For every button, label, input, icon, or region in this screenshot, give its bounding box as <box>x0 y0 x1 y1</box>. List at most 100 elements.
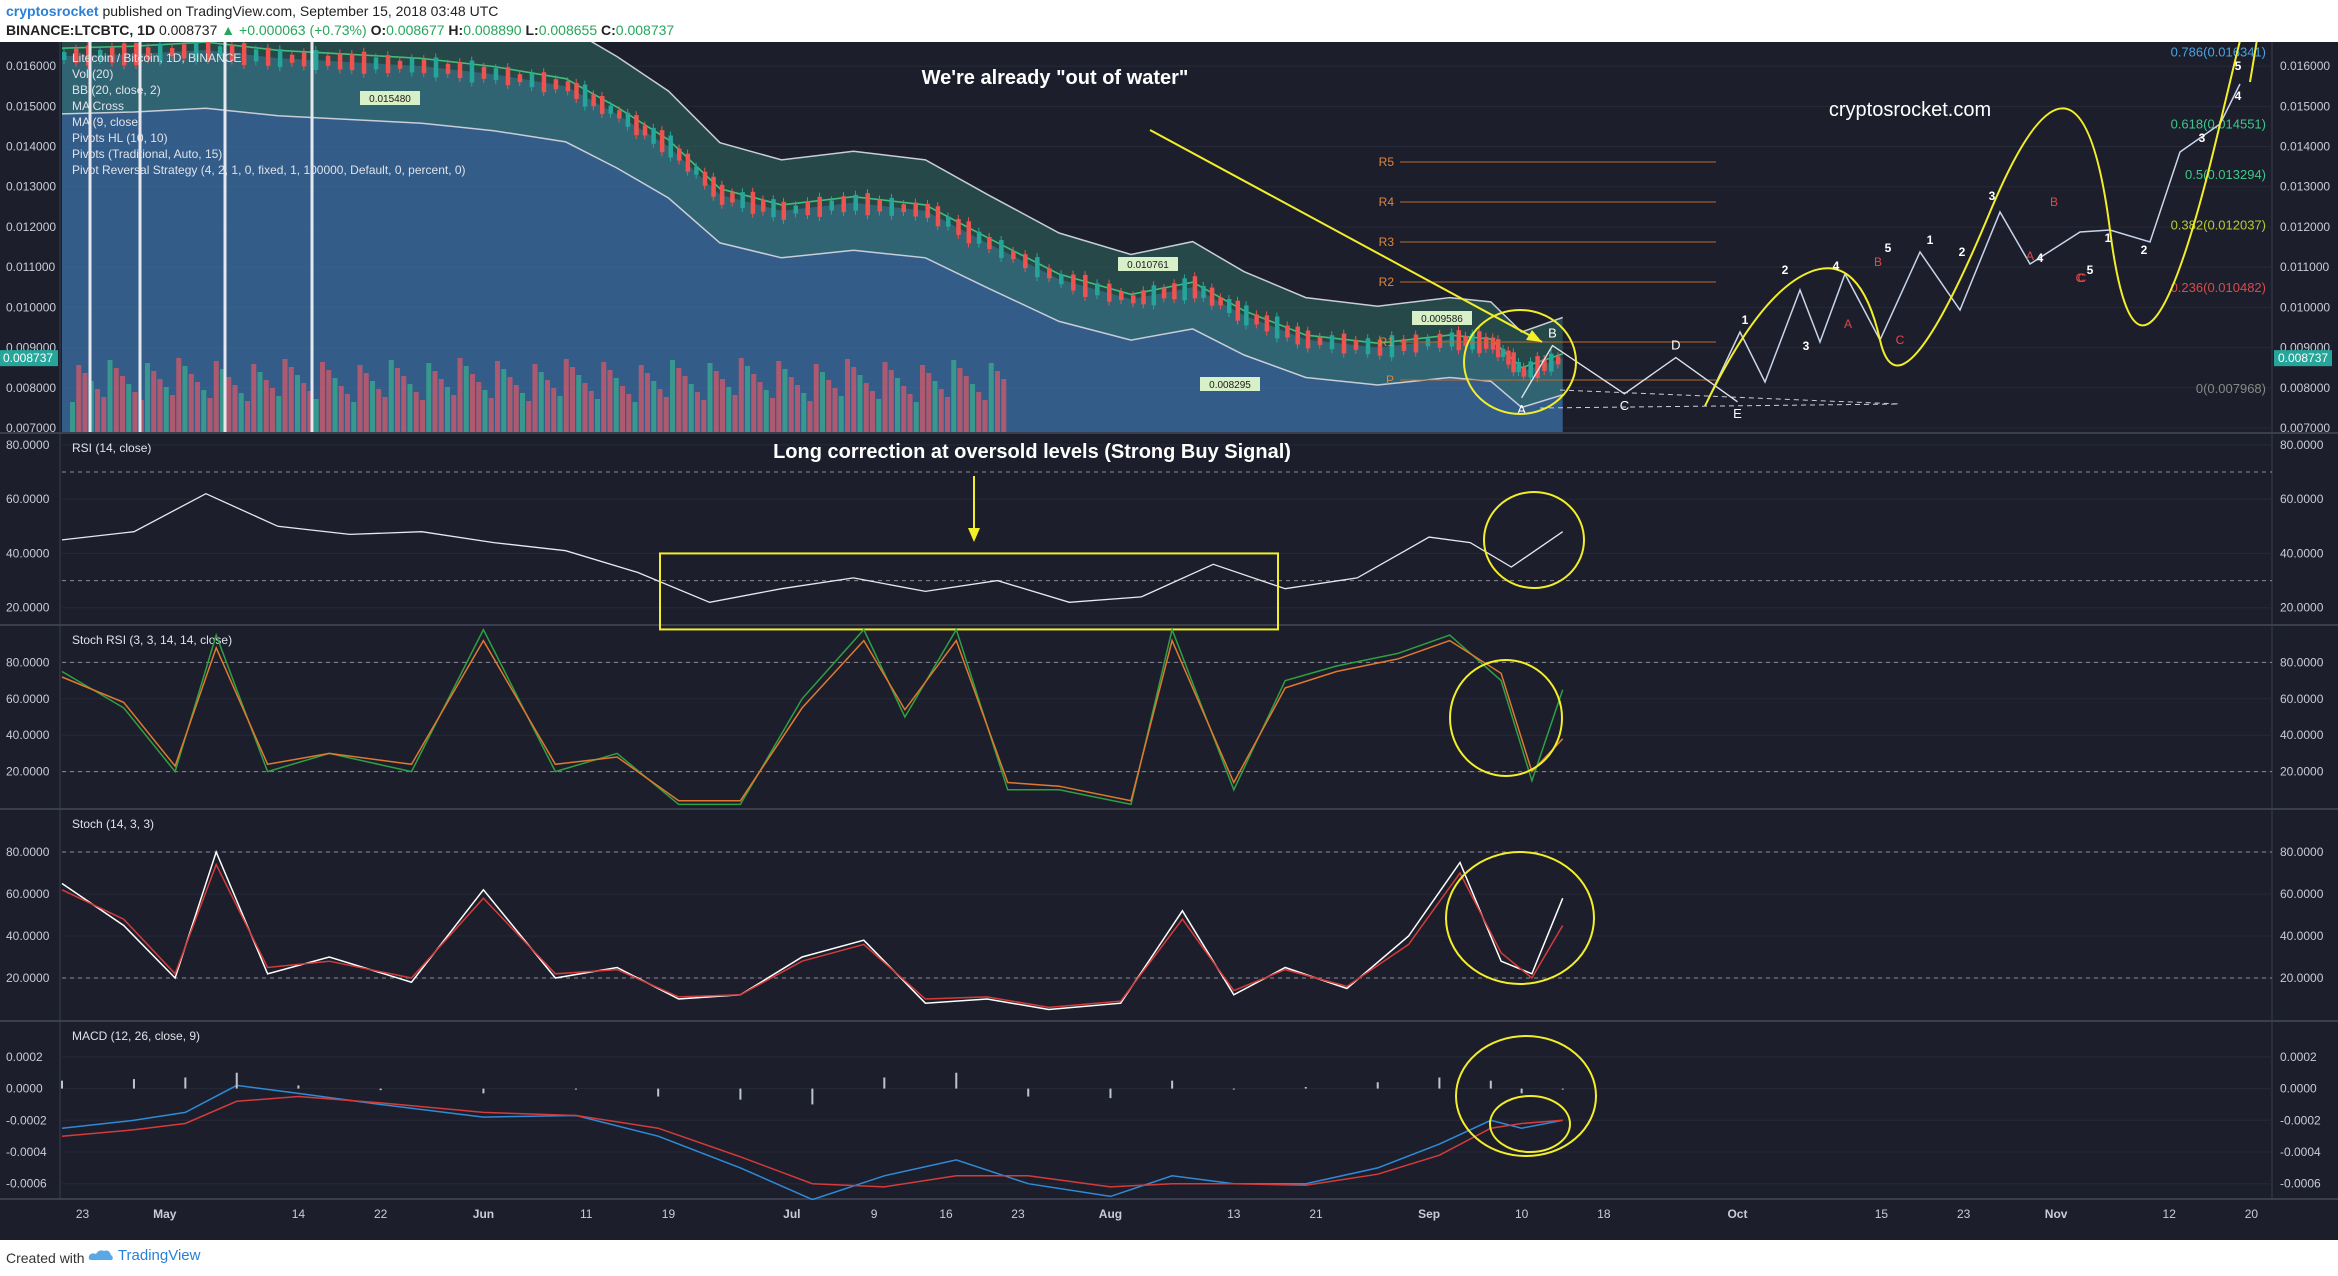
candle-body <box>841 196 846 213</box>
candle-body <box>385 55 391 74</box>
candle-body <box>445 63 451 74</box>
wave-label: B <box>1548 326 1557 341</box>
volume-bar <box>76 365 82 432</box>
close-value: 0.008737 <box>615 22 675 38</box>
candle-body <box>1274 316 1280 339</box>
candle-body <box>1542 358 1547 371</box>
y-tick-label-left: 40.0000 <box>6 929 50 943</box>
candle-body <box>1528 361 1533 378</box>
y-tick-label-right: 20.0000 <box>2280 765 2324 779</box>
candle-body <box>668 135 673 158</box>
y-tick-label-left: 20.0000 <box>6 971 50 985</box>
volume-bar <box>913 402 919 432</box>
wave-letter-label: C <box>2078 271 2087 285</box>
y-tick-label-left: 20.0000 <box>6 765 50 779</box>
price-label-text: 0.015480 <box>369 94 411 105</box>
x-tick-label: 11 <box>580 1207 593 1221</box>
tradingview-logo[interactable]: TradingView <box>88 1247 200 1264</box>
y-tick-label-left: 0.014000 <box>6 140 56 154</box>
volume-bar <box>688 384 694 432</box>
macd-histogram-bar <box>1027 1088 1030 1097</box>
candle-body <box>265 47 271 66</box>
wave-letter-label: B <box>2050 195 2058 209</box>
candle-body <box>1389 335 1395 358</box>
candle-body <box>301 52 307 67</box>
candle-body <box>337 53 343 70</box>
y-tick-label-right: 80.0000 <box>2280 438 2324 452</box>
candle-body <box>1549 353 1554 372</box>
candle-body <box>617 110 622 119</box>
pane-title: Stoch RSI (3, 3, 14, 14, close) <box>72 633 232 647</box>
volume-bar <box>995 371 1000 432</box>
candle-body <box>1182 278 1187 301</box>
volume-bar <box>463 366 469 432</box>
chart-canvas[interactable]: 0.016000 0.016000 0.015000 0.015000 0.014000… <box>0 42 2338 1240</box>
projected-wave-path <box>1704 83 2241 407</box>
tradingview-brand[interactable]: TradingView <box>117 1247 201 1264</box>
macd-histogram-bar <box>1171 1080 1174 1089</box>
y-tick-label-right: 40.0000 <box>2280 728 2324 742</box>
volume-bar <box>238 393 244 432</box>
volume-bar <box>820 372 825 432</box>
volume-bar <box>801 393 807 432</box>
y-tick-label-right: 0.008000 <box>2280 381 2330 395</box>
tradingview-cloud-icon <box>88 1250 113 1260</box>
bollinger-upper <box>590 42 1563 333</box>
bollinger-band-fill <box>62 42 1563 408</box>
macd-histogram-bar <box>61 1080 63 1089</box>
candle-body <box>517 74 523 83</box>
fib-level-label: 0.382(0.012037) <box>2171 217 2266 232</box>
volume-bar <box>507 377 513 432</box>
rsi-line <box>61 492 1564 603</box>
fib-level-label: 0(0.007968) <box>2196 381 2266 396</box>
candle-body <box>1161 288 1167 299</box>
candle-body <box>694 166 699 175</box>
candle-body <box>677 148 682 161</box>
series-line-k <box>61 627 1564 806</box>
macd-histogram-bar <box>811 1088 814 1105</box>
published-text: published on TradingView.com, September … <box>102 3 499 19</box>
volume-bar <box>232 385 238 432</box>
x-tick-label: 23 <box>76 1207 90 1221</box>
volume-bar <box>501 369 507 432</box>
macd-histogram-bar <box>184 1077 187 1089</box>
volume-bar <box>670 360 675 432</box>
candle-body <box>1516 362 1521 372</box>
volume-bar <box>526 401 532 432</box>
created-with-text: Created with <box>6 1250 85 1266</box>
candle-body <box>1495 339 1501 358</box>
volume-bar <box>657 389 663 432</box>
macd-histogram-bar <box>883 1077 886 1089</box>
volume-bar <box>163 387 169 432</box>
volume-bar <box>970 384 975 432</box>
candle-body <box>505 67 511 86</box>
candle-body <box>1295 326 1300 345</box>
volume-bar <box>270 388 275 432</box>
price-label-box <box>1200 377 1260 391</box>
volume-bar <box>301 383 307 432</box>
macd-cross-circle <box>1489 1095 1571 1153</box>
x-tick-label: 18 <box>1597 1207 1611 1221</box>
x-tick-label: 13 <box>1227 1207 1241 1221</box>
x-tick-label: 10 <box>1515 1207 1529 1221</box>
wave-number-label: 5 <box>2235 59 2242 73</box>
indicator-legend-item: Vol (20) <box>72 67 113 81</box>
candle-body <box>241 43 247 66</box>
volume-bar <box>745 366 750 432</box>
volume-bar <box>920 365 925 432</box>
volume-bar <box>532 364 538 432</box>
candle-body <box>1413 334 1419 353</box>
volume-bar <box>438 379 444 432</box>
wave-number-label: 3 <box>1989 189 1996 203</box>
candle-body <box>1490 337 1496 350</box>
author-link[interactable]: cryptosrocket <box>6 3 99 19</box>
candle-body <box>805 201 811 216</box>
wave-number-label: 4 <box>2037 251 2044 265</box>
candle-body <box>901 204 906 213</box>
wave-number-label: 1 <box>1742 313 1749 327</box>
pivot-level-label: P <box>1386 373 1394 387</box>
candle-body <box>946 216 951 227</box>
volume-bar <box>601 362 607 432</box>
macd-histogram-bar <box>1304 1087 1307 1089</box>
volume-bar <box>945 397 950 432</box>
